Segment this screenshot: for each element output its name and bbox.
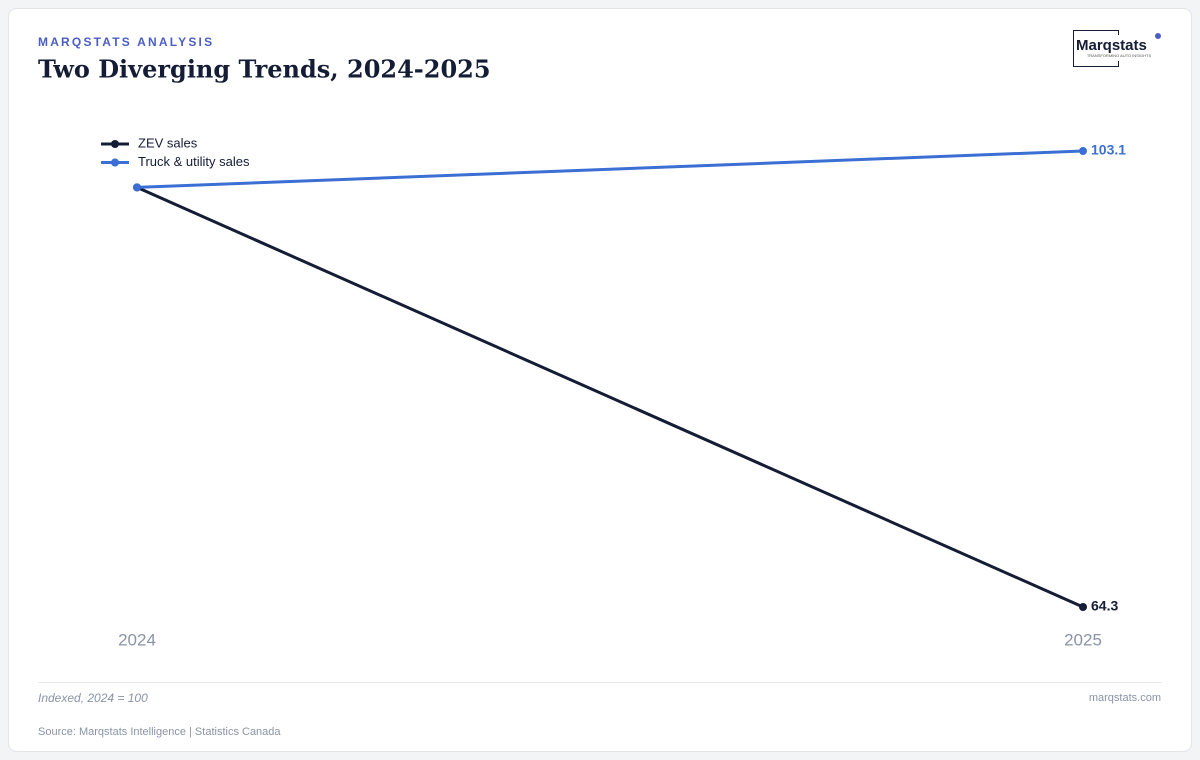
chart-title: Two Diverging Trends, 2024-2025 (38, 55, 491, 84)
logo-mask (1080, 35, 1160, 61)
card (8, 8, 1192, 752)
logo-name: Marqstats (1076, 37, 1147, 54)
point (1079, 147, 1087, 155)
point (133, 183, 141, 192)
legend-label: ZEV sales (138, 135, 198, 150)
note: Indexed, 2024 = 100 (38, 691, 148, 705)
legend-dot (111, 158, 119, 167)
legend-label: Truck & utility sales (138, 154, 250, 169)
logo: Marqstats TRANSFORMING AUTO INSIGHTS (1073, 30, 1161, 67)
x-tick-label: 2025 (1064, 630, 1102, 649)
logo-tagline: TRANSFORMING AUTO INSIGHTS (1087, 53, 1152, 58)
series-line (136, 186, 1084, 609)
legend-dot (111, 140, 119, 148)
point (1079, 603, 1087, 611)
kicker: MARQSTATS ANALYSIS (38, 35, 214, 49)
logo-dot (1155, 33, 1161, 39)
source: Source: Marqstats Intelligence | Statist… (38, 726, 281, 738)
site: marqstats.com (1089, 692, 1161, 704)
data-label: 64.3 (1091, 598, 1118, 614)
data-label: 103.1 (1091, 142, 1126, 158)
series-line (136, 149, 1084, 189)
x-tick-label: 2024 (118, 630, 156, 649)
